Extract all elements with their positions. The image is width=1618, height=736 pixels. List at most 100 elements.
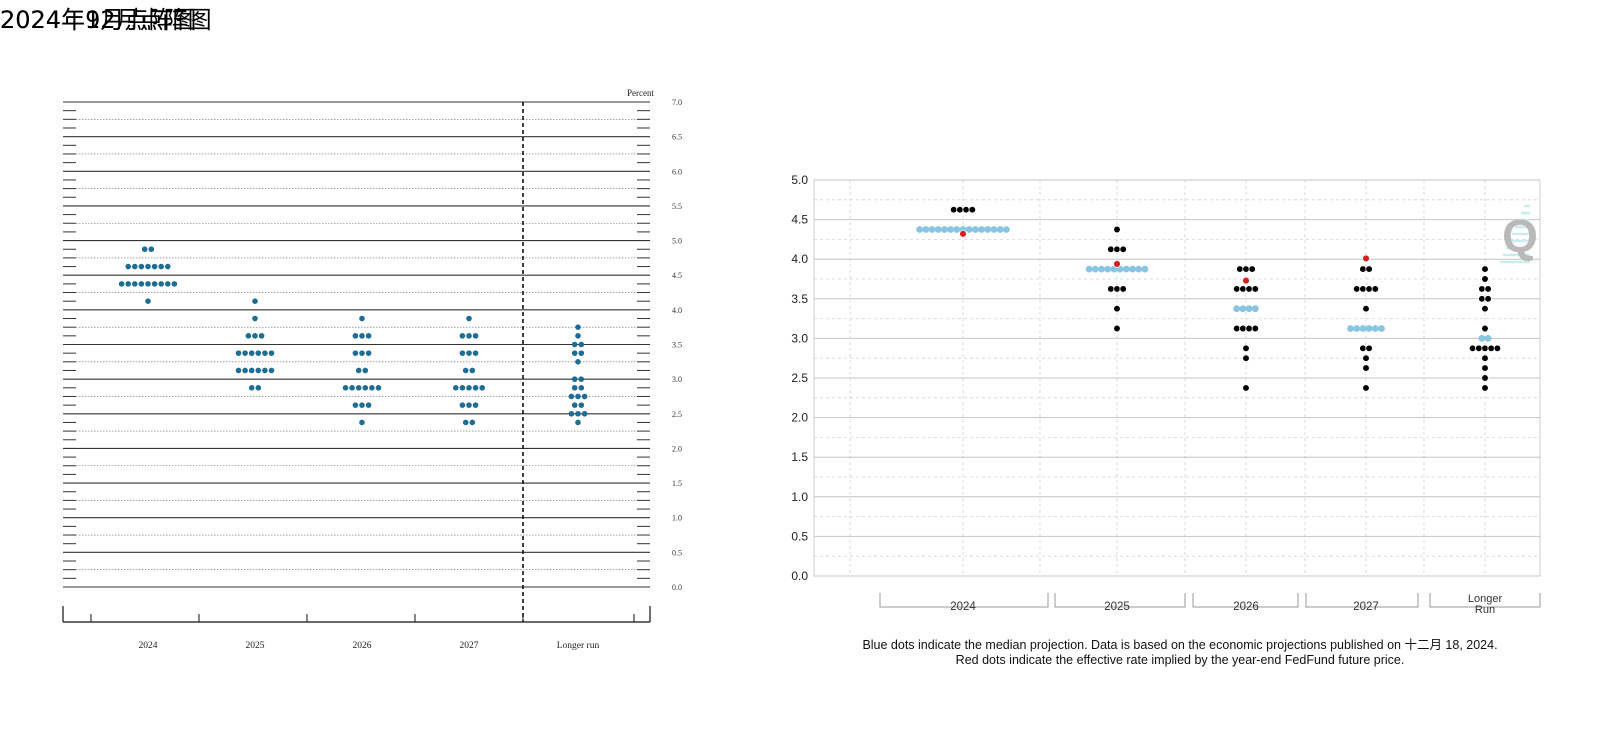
participant-dot [262, 367, 268, 374]
participant-dot [1119, 285, 1127, 293]
participant-dot [571, 376, 578, 382]
median-dot [953, 226, 961, 233]
participant-dot [1481, 354, 1489, 362]
participant-dot [252, 298, 258, 304]
participant-dot [359, 315, 365, 322]
participant-dot [359, 350, 365, 356]
participant-dot [252, 315, 258, 322]
participant-dot [118, 281, 125, 287]
participant-dot [145, 298, 151, 304]
participant-dot [575, 410, 581, 417]
participant-dot [255, 367, 262, 374]
participant-dot [466, 385, 472, 391]
participant-dot [1362, 354, 1370, 362]
participant-dot [950, 206, 958, 214]
participant-dot [1365, 285, 1373, 293]
participant-dot [235, 350, 242, 356]
participant-dot [365, 350, 372, 356]
x-tick-label: Run [1475, 604, 1495, 616]
participant-dot [255, 385, 262, 391]
participant-dot [578, 350, 585, 356]
participant-dot [1242, 344, 1250, 352]
y-tick-label: 1.5 [791, 450, 808, 464]
median-dot [1085, 265, 1093, 273]
participant-dot [1481, 344, 1489, 352]
participant-dot [956, 206, 964, 214]
participant-dot [575, 324, 581, 330]
participant-dot [1487, 344, 1495, 352]
participant-dot [1251, 324, 1259, 333]
participant-dot [1107, 245, 1115, 253]
median-dot [1484, 335, 1492, 342]
participant-dot [151, 281, 158, 287]
median-dot [984, 226, 992, 233]
participant-dot [1113, 324, 1121, 333]
y-tick-label: 3.5 [672, 341, 682, 350]
median-dot [1359, 325, 1367, 332]
implied-rate-dot [1242, 276, 1250, 285]
participant-dot [141, 246, 148, 253]
participant-dot [268, 350, 275, 356]
participant-dot [362, 385, 369, 391]
median-dot [996, 226, 1004, 233]
participant-dot [1242, 384, 1250, 392]
participant-dot [575, 393, 581, 400]
participant-dot [1236, 265, 1244, 273]
median-dot [928, 226, 936, 233]
participant-dot [1475, 344, 1483, 352]
participant-dot [469, 419, 476, 426]
participant-dot [1481, 324, 1489, 333]
participant-dot [268, 367, 275, 374]
participant-dot [1113, 285, 1121, 293]
median-dot [1245, 305, 1253, 313]
participant-dot [355, 367, 362, 374]
participant-dot [453, 385, 459, 391]
participant-dot [171, 281, 178, 287]
implied-rate-dot [1362, 254, 1370, 263]
participant-dot [1359, 344, 1367, 352]
participant-dot [568, 393, 575, 400]
participant-dot [148, 246, 155, 253]
y-tick-label: 0.5 [672, 548, 682, 557]
participant-dot [1481, 265, 1489, 273]
median-dot [1371, 325, 1379, 332]
participant-dot [1484, 285, 1492, 293]
participant-dot [459, 385, 466, 391]
participant-dot [1468, 344, 1477, 352]
participant-dot [1362, 364, 1370, 372]
participant-dot [571, 341, 578, 348]
median-dot [1251, 305, 1259, 313]
participant-dot [359, 419, 365, 426]
participant-dot [1478, 285, 1486, 293]
participant-dot [262, 350, 268, 356]
participant-dot [581, 410, 588, 417]
participant-dot [138, 281, 145, 287]
participant-dot [968, 206, 976, 214]
participant-dot [1245, 285, 1253, 293]
participant-dot [252, 333, 258, 339]
participant-dot [1481, 374, 1489, 382]
participant-dot [158, 263, 164, 270]
participant-dot [362, 367, 369, 374]
y-tick-label: 4.5 [791, 213, 808, 227]
participant-dot [1113, 225, 1121, 234]
implied-rate-dot [1113, 260, 1121, 268]
participant-dot [472, 385, 479, 391]
y-tick-label: 2.0 [672, 444, 682, 453]
participant-dot [255, 350, 262, 356]
participant-dot [571, 385, 578, 391]
median-dot [1104, 265, 1112, 273]
participant-dot [365, 402, 372, 408]
category-bracket [879, 593, 1049, 608]
participant-dot [466, 402, 472, 408]
dec-chart-title: 2024年12月点阵图 [0, 6, 212, 34]
participant-dot [1251, 285, 1259, 293]
median-dot [1478, 335, 1486, 342]
y-tick-label: 0.5 [791, 529, 808, 543]
participant-dot [138, 263, 145, 270]
participant-dot [365, 333, 372, 339]
participant-dot [1239, 285, 1247, 293]
participant-dot [1481, 275, 1489, 283]
participant-dot [571, 350, 578, 356]
participant-dot [245, 333, 252, 339]
